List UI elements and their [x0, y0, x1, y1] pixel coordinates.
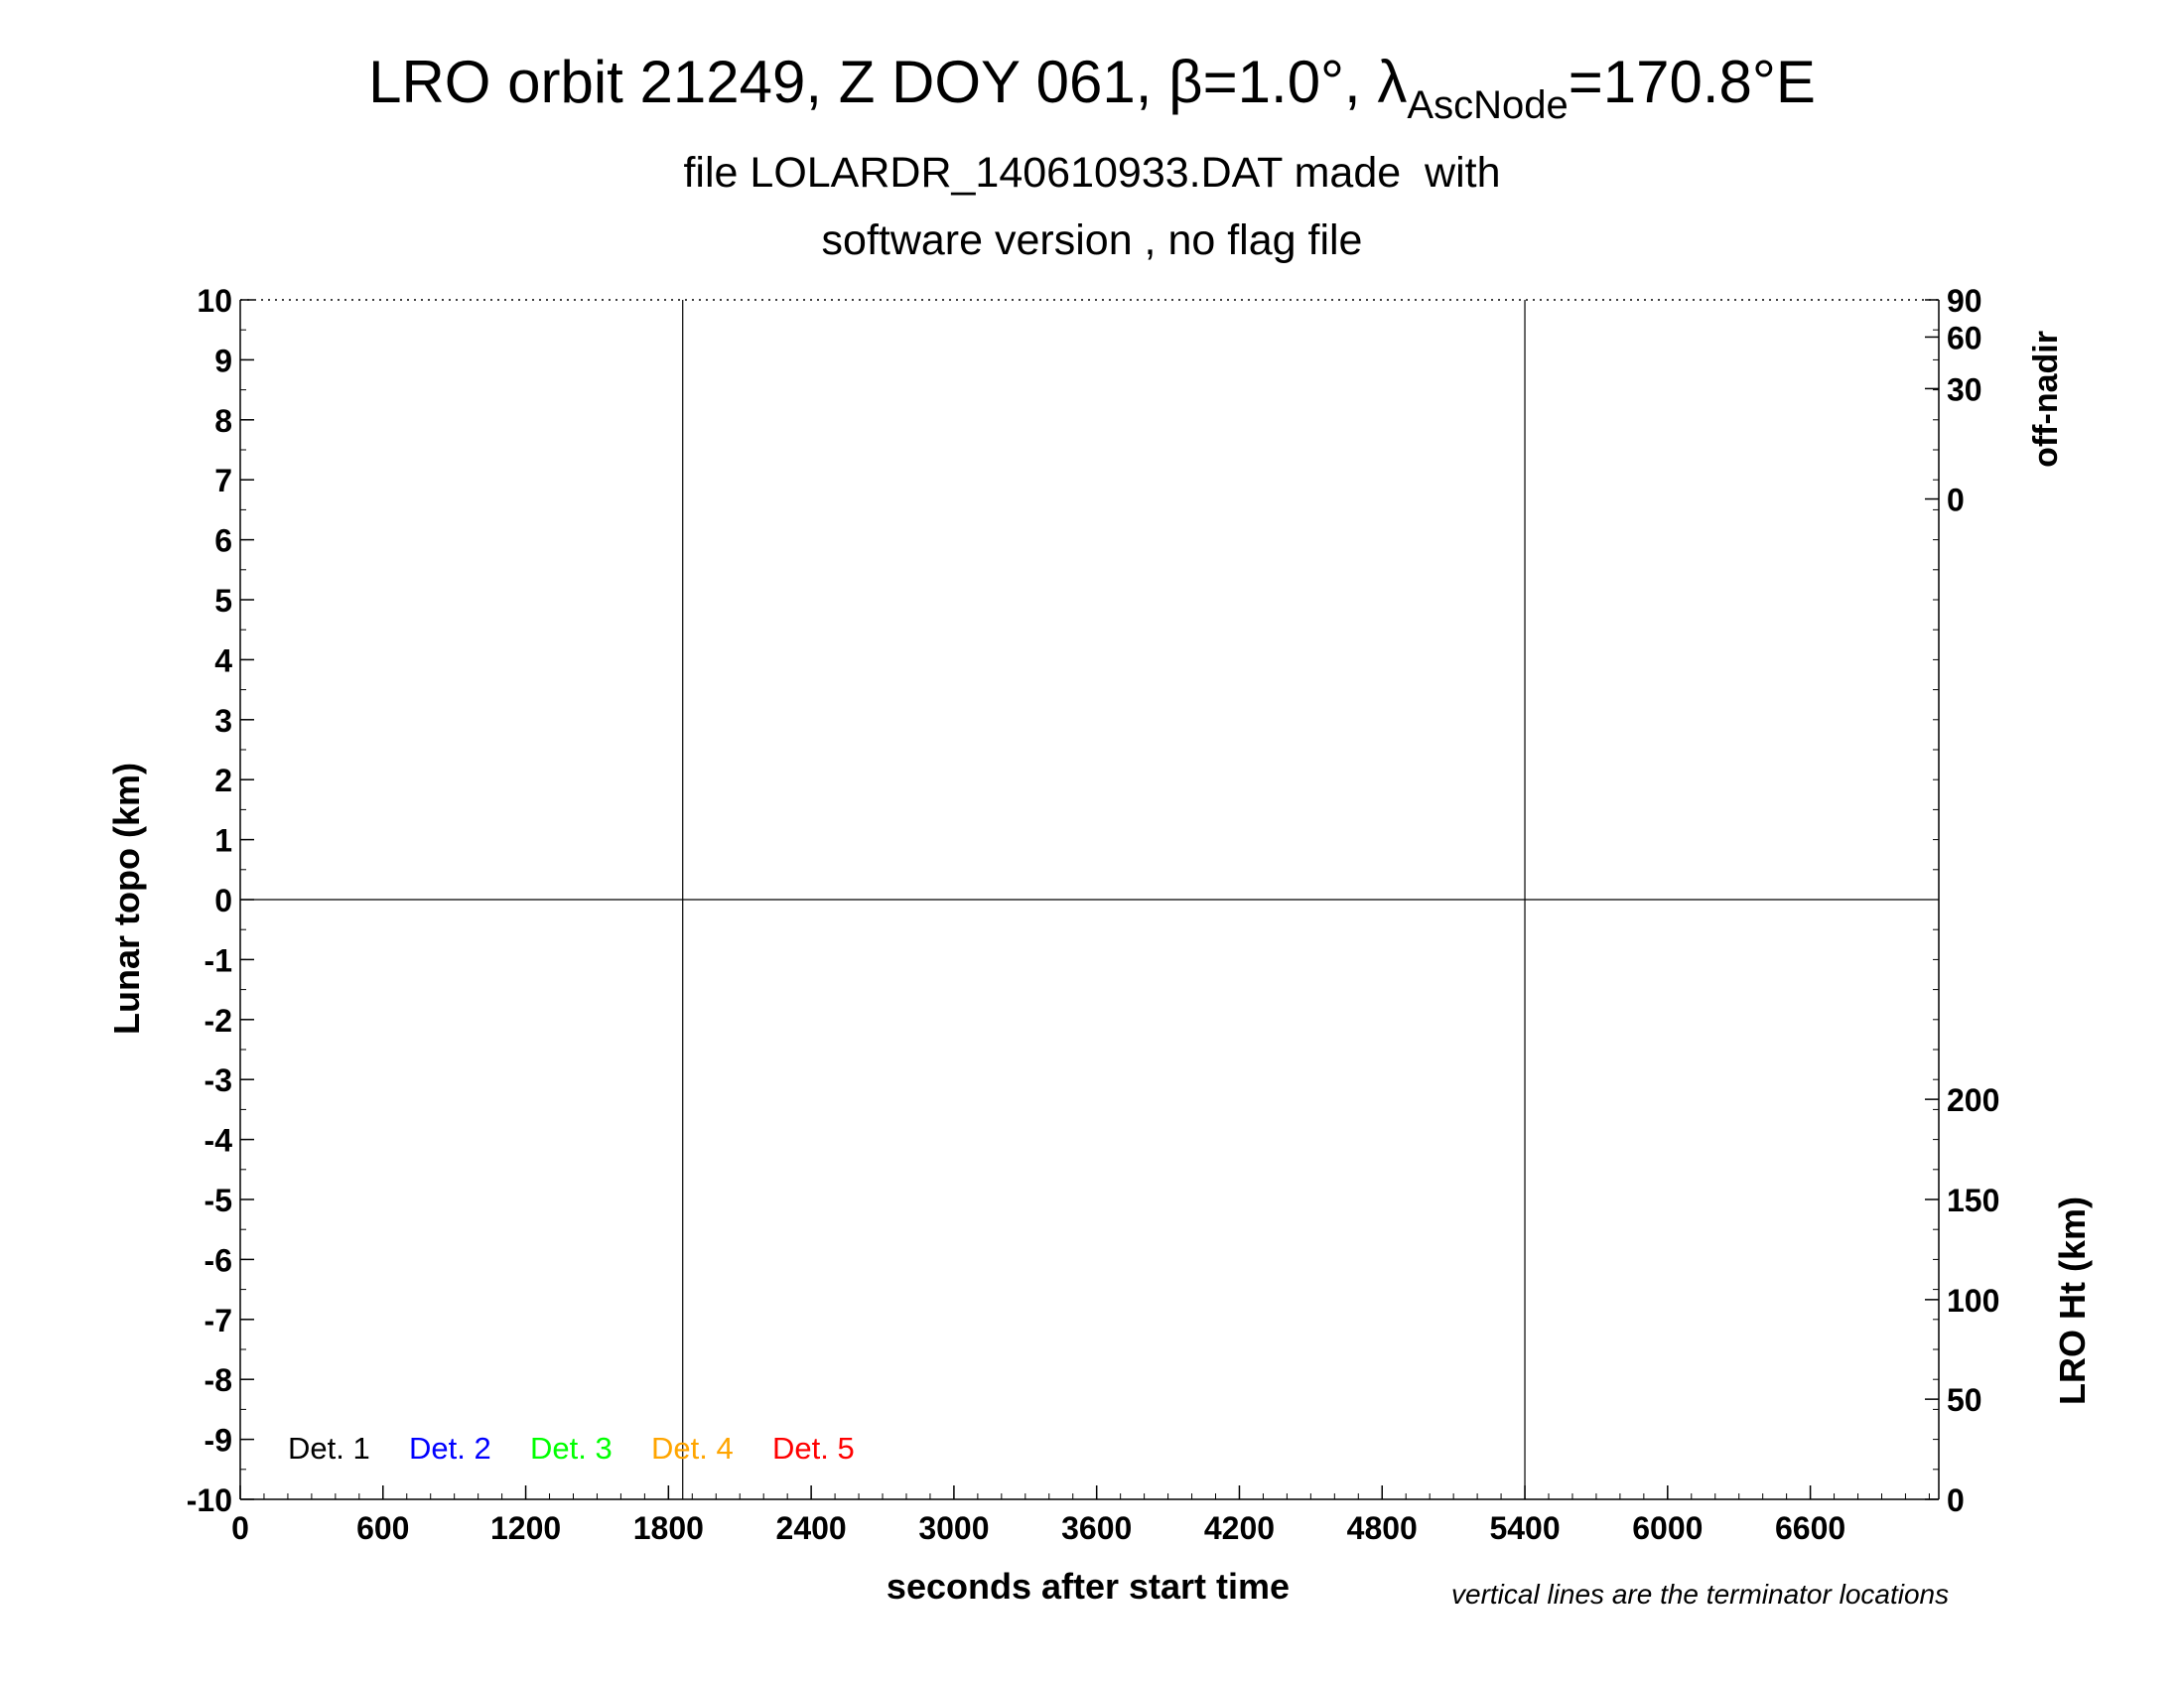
- y-tick-label: -6: [205, 1242, 232, 1278]
- y-axis-label: Lunar topo (km): [106, 763, 147, 1035]
- x-tick-label: 5400: [1489, 1510, 1560, 1546]
- right-tick-label: 200: [1947, 1082, 1999, 1118]
- legend-item: Det. 1: [288, 1431, 370, 1466]
- x-tick-label: 4800: [1347, 1510, 1418, 1546]
- y-tick-label: 1: [214, 823, 232, 859]
- legend-item: Det. 4: [651, 1431, 734, 1466]
- x-axis-label: seconds after start time: [887, 1566, 1290, 1607]
- y-tick-label: 10: [197, 283, 232, 319]
- x-tick-label: 6000: [1632, 1510, 1703, 1546]
- title-prefix: LRO orbit 21249, Z DOY 061,: [368, 49, 1169, 115]
- y-tick-label: 2: [214, 763, 232, 798]
- x-tick-label: 2400: [776, 1510, 847, 1546]
- right-tick-label: 30: [1947, 371, 1982, 407]
- x-tick-label: 1800: [633, 1510, 704, 1546]
- beta-symbol: β: [1168, 49, 1203, 115]
- y-tick-label: 8: [214, 403, 232, 439]
- y-tick-label: 5: [214, 583, 232, 619]
- y-tick-label: 9: [214, 343, 232, 378]
- right-tick-label: 100: [1947, 1283, 1999, 1319]
- x-tick-label: 3600: [1061, 1510, 1132, 1546]
- y-tick-label: -7: [205, 1303, 232, 1338]
- y-tick-label: -3: [205, 1062, 232, 1098]
- y-tick-label: -9: [205, 1423, 232, 1459]
- x-tick-label: 6600: [1775, 1510, 1845, 1546]
- y-tick-label: -4: [205, 1123, 233, 1159]
- right-tick-label: 150: [1947, 1183, 1999, 1218]
- x-tick-label: 600: [356, 1510, 409, 1546]
- subtitle-line1: file LOLARDR_140610933.DAT made with: [683, 149, 1501, 197]
- y-tick-label: 7: [214, 463, 232, 498]
- right-upper-axis-label: off-nadir: [2027, 331, 2065, 468]
- right-lower-axis-label: LRO Ht (km): [2052, 1196, 2093, 1405]
- right-tick-label: 90: [1947, 283, 1982, 319]
- lambda-value: =170.8°E: [1568, 49, 1816, 115]
- x-tick-label: 3000: [918, 1510, 989, 1546]
- x-tick-label: 4200: [1204, 1510, 1275, 1546]
- legend-item: Det. 3: [530, 1431, 613, 1466]
- beta-value: =1.0°,: [1202, 49, 1378, 115]
- chart-title: LRO orbit 21249, Z DOY 061, β=1.0°, λAsc…: [0, 48, 2184, 127]
- y-tick-label: -10: [187, 1482, 232, 1518]
- legend-item: Det. 5: [772, 1431, 855, 1466]
- right-tick-label: 60: [1947, 320, 1982, 355]
- legend-item: Det. 2: [409, 1431, 491, 1466]
- x-tick-label: 0: [231, 1510, 249, 1546]
- y-tick-label: 3: [214, 703, 232, 739]
- y-tick-label: 0: [214, 883, 232, 918]
- y-tick-label: -5: [205, 1183, 232, 1218]
- y-tick-label: -8: [205, 1362, 232, 1398]
- footnote: vertical lines are the terminator locati…: [1451, 1579, 1950, 1610]
- subtitle-line2: software version , no flag file: [821, 216, 1363, 264]
- lambda-symbol: λ: [1377, 49, 1408, 115]
- y-tick-label: 6: [214, 523, 232, 559]
- lambda-subscript: AscNode: [1407, 83, 1569, 127]
- x-tick-label: 1200: [490, 1510, 561, 1546]
- y-tick-label: -1: [205, 942, 232, 978]
- right-tick-label: 0: [1947, 1482, 1965, 1518]
- y-tick-label: 4: [214, 642, 232, 678]
- right-tick-label: 0: [1947, 483, 1965, 518]
- right-tick-label: 50: [1947, 1382, 1982, 1418]
- y-tick-label: -2: [205, 1003, 232, 1039]
